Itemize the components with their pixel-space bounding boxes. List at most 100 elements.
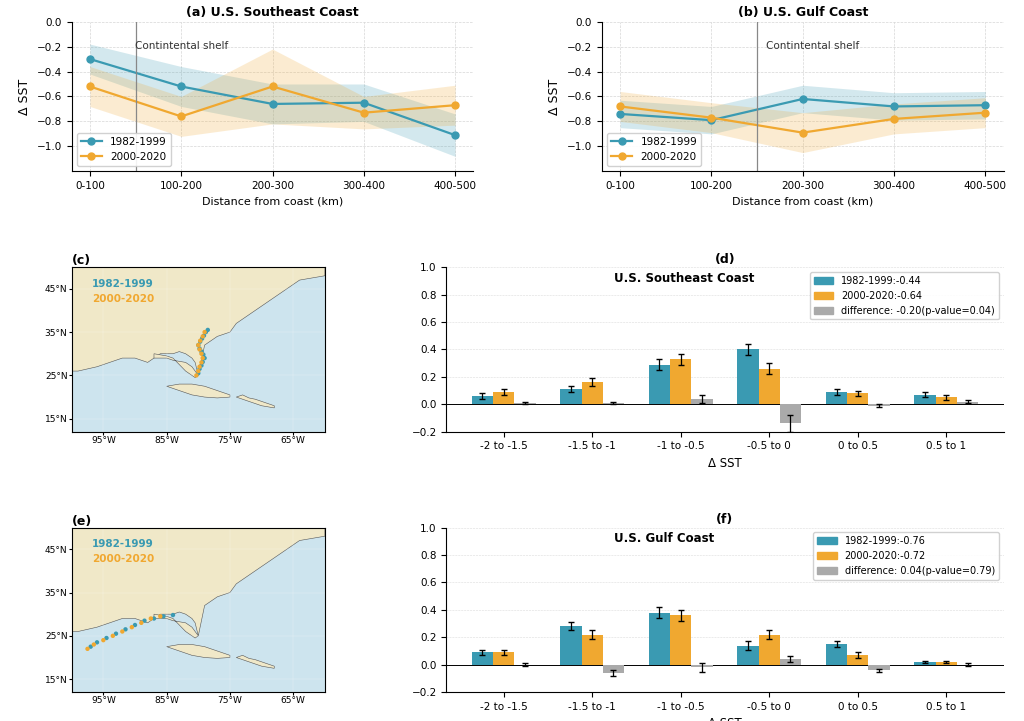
Text: U.S. Gulf Coast: U.S. Gulf Coast [613,532,714,545]
Bar [737,645,759,665]
Point [191,336,208,348]
2000-2020 [797,128,809,137]
Bar [826,392,847,404]
Point [191,342,208,354]
2000-2020 [84,82,96,91]
Bar [847,655,868,665]
1982-1999 [84,55,96,63]
Point [86,639,102,650]
Point [197,353,213,364]
1982-1999 [175,82,187,91]
Point [188,370,205,381]
Point [195,353,211,364]
Bar [670,615,691,665]
1982-1999 [888,102,900,111]
Bar [582,634,603,665]
Polygon shape [167,384,230,398]
Bar [957,402,978,404]
Bar [493,392,514,404]
Bar [759,634,780,665]
Polygon shape [72,267,325,376]
Bar [914,394,936,404]
1982-1999 [614,110,627,118]
Legend: 1982-1999, 2000-2020: 1982-1999, 2000-2020 [77,133,171,166]
Text: (e): (e) [72,515,92,528]
Polygon shape [237,655,274,668]
X-axis label: Distance from coast (km): Distance from coast (km) [732,197,873,207]
Polygon shape [154,614,199,638]
Bar [649,613,670,665]
Legend: 1982-1999:-0.44, 2000-2020:-0.64, difference: -0.20(p-value=0.04): 1982-1999:-0.44, 2000-2020:-0.64, differ… [810,272,998,319]
Point [191,361,208,373]
1982-1999 [266,99,279,108]
Point [108,628,124,640]
Point [83,641,99,653]
Point [118,624,134,635]
X-axis label: Distance from coast (km): Distance from coast (km) [202,197,343,207]
Point [98,632,115,644]
Text: (c): (c) [72,254,91,267]
Point [190,340,207,351]
Bar [737,350,759,404]
2000-2020 [175,112,187,120]
Polygon shape [167,645,230,658]
Point [156,611,172,622]
Y-axis label: Δ SST: Δ SST [18,79,31,115]
Bar [691,399,713,404]
Bar [780,404,801,423]
Point [194,333,210,345]
2000-2020 [614,102,627,111]
Bar [582,382,603,404]
Y-axis label: Δ SST: Δ SST [548,79,561,115]
Point [196,349,212,360]
Bar [560,389,582,404]
Point [142,613,159,624]
Line: 2000-2020: 2000-2020 [616,103,989,136]
1982-1999 [797,94,809,103]
X-axis label: Δ SST: Δ SST [709,717,741,721]
Line: 2000-2020: 2000-2020 [86,83,459,120]
Text: Contintental shelf: Contintental shelf [766,40,859,50]
Point [127,619,143,631]
Point [104,630,121,642]
2000-2020 [449,101,461,110]
Text: 1982-1999: 1982-1999 [92,539,154,549]
2000-2020 [979,108,991,117]
Point [153,611,169,622]
Bar [514,403,536,404]
Point [114,626,130,637]
Bar [868,665,890,671]
Point [196,329,212,341]
Point [89,637,105,648]
Bar [759,368,780,404]
Line: 1982-1999: 1982-1999 [86,56,459,138]
1982-1999 [979,101,991,110]
Point [200,324,216,336]
Title: (b) U.S. Gulf Coast: (b) U.S. Gulf Coast [737,6,868,19]
Bar [603,665,624,673]
Point [124,622,140,633]
Bar [826,644,847,665]
Bar [847,394,868,404]
Line: 1982-1999: 1982-1999 [616,95,989,123]
Point [191,363,208,375]
Bar [936,397,957,404]
Point [190,366,207,377]
X-axis label: Δ SST: Δ SST [709,457,741,470]
Point [197,327,213,338]
Bar [936,662,957,665]
Bar [780,659,801,665]
Title: (d): (d) [715,253,735,266]
2000-2020 [266,82,279,91]
Polygon shape [72,528,325,636]
Point [191,335,208,347]
Text: Contintental shelf: Contintental shelf [135,40,228,50]
Text: U.S. Southeast Coast: U.S. Southeast Coast [613,272,754,285]
Point [198,327,214,338]
Point [194,357,210,368]
Legend: 1982-1999:-0.76, 2000-2020:-0.72, difference: 0.04(p-value=0.79): 1982-1999:-0.76, 2000-2020:-0.72, differ… [813,532,998,580]
Bar [472,653,493,665]
Bar [493,653,514,665]
Title: (f): (f) [717,513,733,526]
Point [195,356,211,368]
